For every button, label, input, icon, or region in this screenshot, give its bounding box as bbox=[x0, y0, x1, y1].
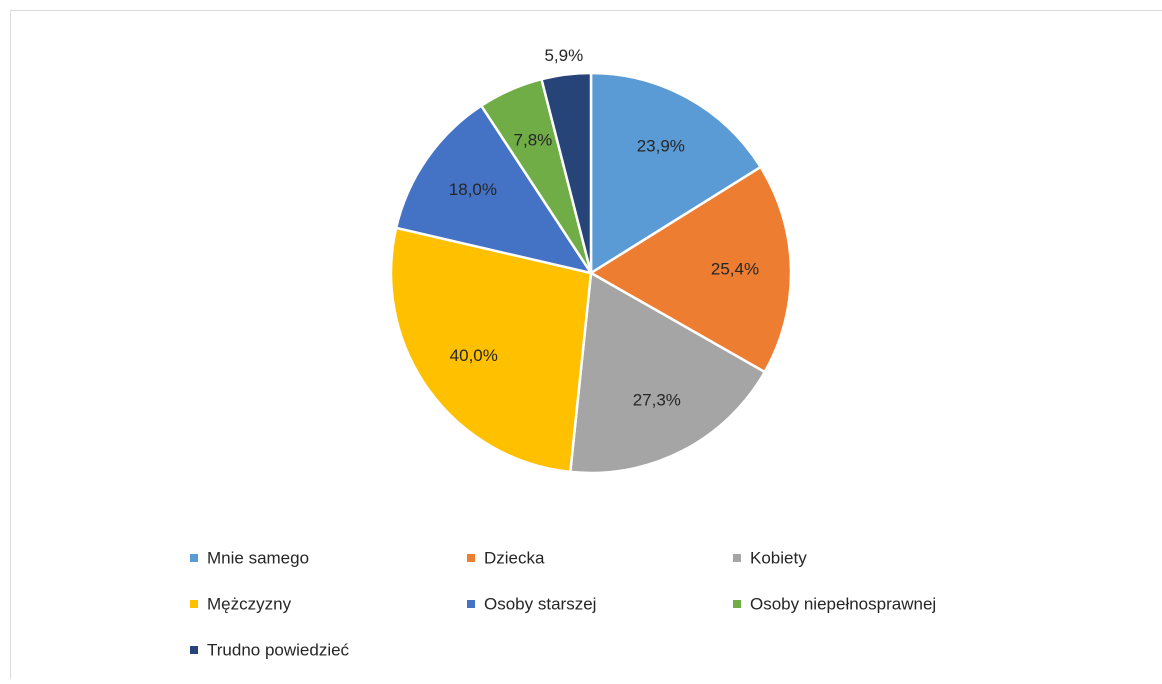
data-label: 25,4% bbox=[711, 260, 759, 279]
data-label: 40,0% bbox=[450, 346, 498, 365]
legend-swatch bbox=[190, 600, 198, 608]
legend-label: Osoby niepełnosprawnej bbox=[750, 594, 936, 613]
data-label: 5,9% bbox=[544, 46, 583, 65]
legend-swatch bbox=[190, 554, 198, 562]
legend-label: Osoby starszej bbox=[484, 594, 596, 613]
legend-label: Mnie samego bbox=[207, 548, 309, 567]
legend-swatch bbox=[733, 554, 741, 562]
legend-swatch bbox=[467, 600, 475, 608]
legend-swatch bbox=[190, 646, 198, 654]
data-label: 23,9% bbox=[637, 137, 685, 156]
data-label: 7,8% bbox=[514, 131, 553, 150]
legend-label: Trudno powiedzieć bbox=[207, 640, 350, 659]
legend-label: Mężczyzny bbox=[207, 594, 292, 613]
data-label: 27,3% bbox=[633, 391, 681, 410]
data-label: 18,0% bbox=[449, 180, 497, 199]
legend-swatch bbox=[733, 600, 741, 608]
legend-label: Dziecka bbox=[484, 548, 545, 567]
legend-swatch bbox=[467, 554, 475, 562]
legend-label: Kobiety bbox=[750, 548, 807, 567]
